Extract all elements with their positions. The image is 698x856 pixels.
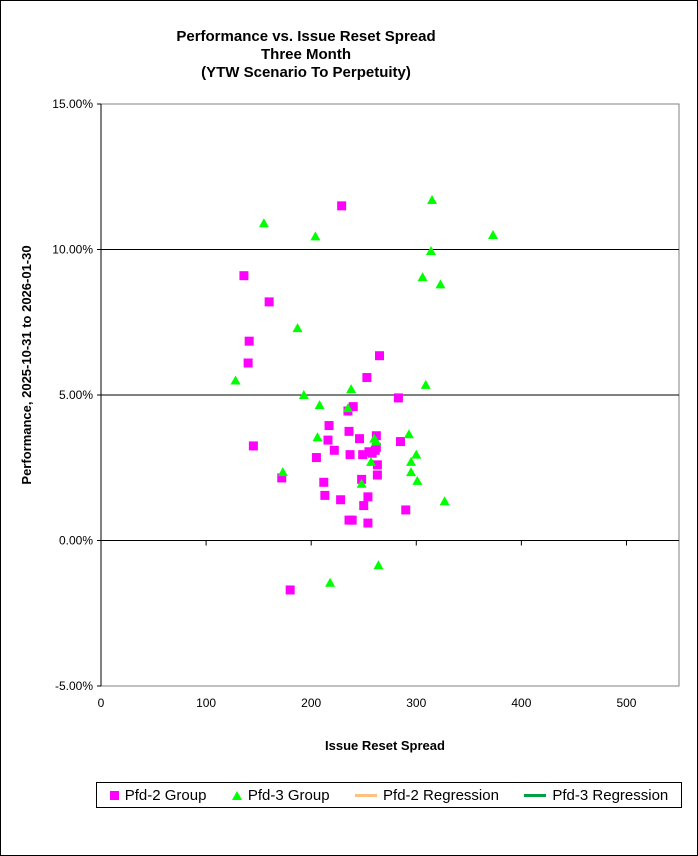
y-tick-label-0: -5.00%: [55, 679, 93, 693]
pfd-2-group-point-13: [336, 495, 346, 505]
pfd-2-group-point-20: [348, 402, 358, 412]
pfd-2-group-point-23: [358, 450, 368, 460]
pfd-3-group-point-22: [420, 379, 431, 389]
legend: Pfd-2 Group Pfd-3 Group Pfd-2 Regression…: [96, 782, 682, 808]
data-points: [230, 195, 498, 595]
pfd-2-group-point-7: [311, 453, 321, 463]
chart-title-line-3: (YTW Scenario To Perpetuity): [201, 64, 411, 81]
legend-item-pfd2-group: Pfd-2 Group: [109, 786, 207, 804]
legend-item-pfd2-regression: Pfd-2 Regression: [355, 787, 499, 804]
pfd-2-group-point-11: [324, 421, 334, 431]
x-tick-label-1: 100: [196, 696, 216, 710]
pfd-2-group-point-10: [323, 435, 333, 445]
pfd-2-group-point-17: [345, 450, 355, 460]
pfd-2-group-point-31: [371, 431, 381, 441]
x-axis-title: Issue Reset Spread: [325, 738, 445, 753]
y-axis-title: Performance, 2025-10-31 to 2026-01-30: [19, 245, 34, 484]
pfd-2-group-point-0: [239, 271, 249, 281]
chart-title-line-2: Three Month: [261, 46, 351, 63]
pfd-2-group-point-8: [319, 477, 329, 487]
x-tick-label-0: 0: [98, 696, 105, 710]
pfd-2-group-point-25: [362, 373, 372, 383]
x-tick-label-3: 300: [406, 696, 426, 710]
pfd-3-group-point-17: [406, 456, 417, 466]
pfd-3-group-point-14: [371, 436, 382, 446]
pfd-2-group-point-36: [393, 393, 403, 403]
pfd-2-group-point-14: [337, 201, 347, 211]
pfd-3-group-point-2: [277, 467, 288, 477]
pfd-2-group-point-19: [347, 515, 357, 525]
pfd-2-group-point-32: [371, 442, 381, 452]
axes: -5.00% 0.00% 5.00% 10.00% 15.00% 0 100 200 300 40…: [52, 97, 679, 710]
pfd-2-group-point-16: [344, 426, 354, 436]
pfd-3-group-point-16: [403, 429, 414, 439]
pfd-3-group-point-1: [258, 218, 269, 228]
pfd-3-group-point-6: [312, 432, 323, 442]
pfd-3-group-point-9: [342, 403, 353, 413]
pfd-3-group-point-23: [425, 245, 436, 255]
pfd-2-group-point-33: [372, 460, 382, 470]
pfd-3-group-point-10: [346, 384, 357, 394]
green-line-icon: [524, 793, 547, 797]
pfd-2-group-point-37: [396, 437, 406, 447]
magenta-square-icon: [109, 790, 119, 800]
pfd-3-group-point-26: [439, 496, 450, 506]
pfd-3-group-point-15: [373, 560, 384, 570]
pfd-2-group-point-34: [372, 470, 382, 480]
pfd-2-group-point-3: [248, 441, 258, 451]
x-tick-label-2: 200: [301, 696, 321, 710]
pfd-3-group-point-3: [292, 323, 303, 333]
y-tick-label-1: 0.00%: [59, 534, 93, 548]
y-tick-label-2: 5.00%: [59, 388, 93, 402]
pfd-2-group-point-5: [277, 473, 287, 483]
pfd-3-group-point-5: [310, 231, 321, 241]
orange-line-icon: [355, 793, 378, 797]
pfd-2-group-point-21: [355, 434, 365, 444]
legend-item-pfd3-group: Pfd-3 Group: [231, 786, 330, 804]
x-tick-label-4: 400: [511, 696, 531, 710]
pfd-3-group-point-11: [356, 478, 367, 488]
x-tick-label-5: 500: [616, 696, 636, 710]
pfd-3-group-point-12: [366, 456, 377, 466]
legend-item-pfd3-regression: Pfd-3 Regression: [524, 787, 668, 804]
pfd-3-group-point-20: [412, 475, 423, 485]
chart-title-line-1: Performance vs. Issue Reset Spread: [176, 28, 436, 45]
pfd-3-group-point-21: [417, 272, 428, 282]
pfd-2-group-point-12: [329, 445, 339, 455]
y-tick-label-4: 15.00%: [52, 97, 93, 111]
pfd-2-group-point-9: [320, 490, 330, 500]
pfd-3-group-point-18: [406, 467, 417, 477]
pfd-2-group-point-27: [363, 518, 373, 528]
pfd-3-group-point-8: [325, 577, 336, 587]
legend-label-pfd3-group: Pfd-3 Group: [247, 786, 330, 804]
pfd-3-group-point-19: [411, 449, 422, 459]
pfd-2-group-point-2: [243, 358, 253, 368]
pfd-3-group-point-4: [298, 390, 309, 399]
pfd-3-group-point-25: [435, 279, 446, 289]
legend-label-pfd2-regression: Pfd-2 Regression: [383, 786, 499, 804]
pfd-2-group-point-26: [363, 492, 373, 502]
pfd-2-group-point-1: [244, 336, 254, 346]
pfd-3-group-point-7: [314, 400, 325, 410]
legend-label-pfd2-group: Pfd-2 Group: [124, 786, 207, 804]
pfd-3-group-point-0: [230, 375, 241, 385]
pfd-2-group-point-24: [359, 501, 369, 511]
pfd-2-group-point-38: [401, 505, 411, 515]
legend-label-pfd3-regression: Pfd-3 Regression: [552, 786, 669, 804]
pfd-2-group-point-35: [374, 351, 384, 361]
pfd-2-group-point-4: [264, 297, 274, 307]
pfd-3-group-point-24: [427, 195, 438, 205]
y-tick-label-3: 10.00%: [52, 243, 93, 257]
pfd-2-group-point-6: [285, 585, 295, 595]
pfd-3-group-point-27: [487, 229, 498, 239]
green-triangle-icon: [231, 790, 242, 800]
